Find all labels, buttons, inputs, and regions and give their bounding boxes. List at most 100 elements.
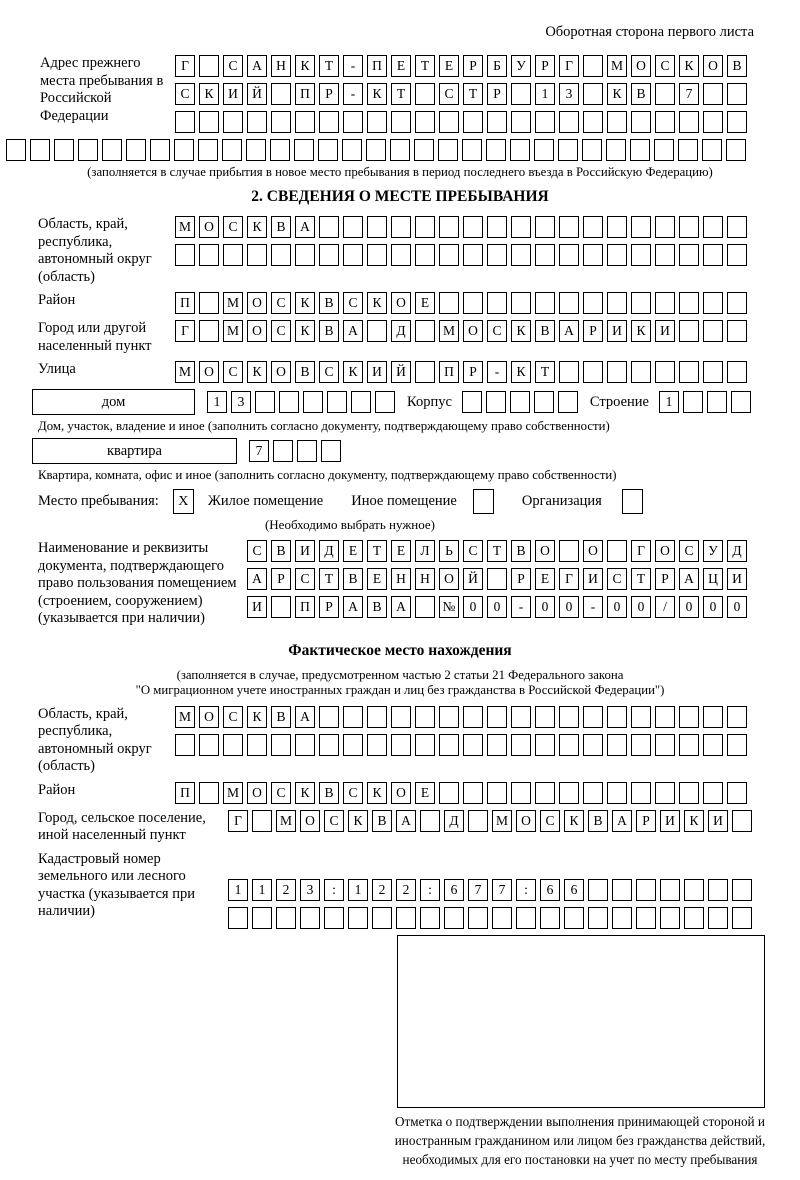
char-cell[interactable]: В [271,540,291,562]
char-cell[interactable]: - [511,596,531,618]
char-cell[interactable] [415,83,435,105]
org-checkbox[interactable] [621,489,643,514]
char-cell[interactable]: И [367,361,387,383]
char-cell[interactable] [583,361,603,383]
char-cell[interactable] [558,139,578,161]
char-cell[interactable]: О [703,55,723,77]
char-cell[interactable]: М [492,809,512,832]
char-cell[interactable]: Т [415,55,435,77]
char-cell[interactable]: К [199,83,219,105]
char-cell[interactable]: М [175,705,195,728]
char-cell[interactable] [444,906,464,929]
char-cell[interactable]: : [324,878,344,901]
char-cell[interactable] [342,139,362,161]
char-cell[interactable] [487,733,507,756]
char-cell[interactable]: С [487,320,507,342]
char-cell[interactable] [660,878,680,901]
char-cell[interactable]: А [396,809,416,832]
char-cell[interactable] [199,244,219,266]
char-cell[interactable]: Т [463,83,483,105]
char-cell[interactable]: О [463,320,483,342]
char-cell[interactable] [324,906,344,929]
char-cell[interactable]: С [223,216,243,238]
char-cell[interactable]: 1 [252,878,272,901]
char-cell[interactable]: 1 [535,83,555,105]
char-cell[interactable]: 1 [658,391,679,413]
char-cell[interactable] [150,139,170,161]
char-cell[interactable]: Р [655,568,675,590]
char-cell[interactable] [727,781,747,804]
char-cell[interactable] [468,809,488,832]
char-cell[interactable]: Й [463,568,483,590]
char-cell[interactable] [509,391,530,413]
char-cell[interactable] [511,705,531,728]
char-cell[interactable]: К [564,809,584,832]
char-cell[interactable] [487,705,507,728]
char-cell[interactable] [559,540,579,562]
char-cell[interactable]: С [175,83,195,105]
char-cell[interactable]: К [348,809,368,832]
char-cell[interactable] [684,906,704,929]
char-cell[interactable] [559,111,579,133]
char-cell[interactable] [655,781,675,804]
char-cell[interactable] [727,733,747,756]
char-cell[interactable] [415,244,435,266]
char-cell[interactable]: И [247,596,267,618]
char-cell[interactable]: 0 [679,596,699,618]
char-cell[interactable]: М [223,781,243,804]
char-cell[interactable]: Е [343,540,363,562]
char-cell[interactable]: П [439,361,459,383]
char-cell[interactable]: № [439,596,459,618]
char-cell[interactable] [607,292,627,314]
char-cell[interactable]: К [247,705,267,728]
char-cell[interactable] [372,906,392,929]
char-cell[interactable] [463,292,483,314]
char-cell[interactable]: А [343,320,363,342]
char-cell[interactable] [415,733,435,756]
char-cell[interactable]: Т [535,361,555,383]
char-cell[interactable] [487,568,507,590]
char-cell[interactable] [703,111,723,133]
char-cell[interactable]: Ь [439,540,459,562]
char-cell[interactable] [540,906,560,929]
char-cell[interactable] [420,809,440,832]
char-cell[interactable]: 7 [468,878,488,901]
char-cell[interactable]: М [276,809,296,832]
char-cell[interactable] [588,878,608,901]
char-cell[interactable] [557,391,578,413]
char-cell[interactable]: Ц [703,568,723,590]
char-cell[interactable] [271,83,291,105]
char-cell[interactable]: И [607,320,627,342]
char-cell[interactable]: 0 [727,596,747,618]
char-cell[interactable]: Б [487,55,507,77]
char-cell[interactable]: Е [415,292,435,314]
char-cell[interactable]: О [271,361,291,383]
char-cell[interactable]: Е [391,540,411,562]
char-cell[interactable]: В [372,809,392,832]
char-cell[interactable] [319,244,339,266]
char-cell[interactable] [270,139,290,161]
char-cell[interactable] [414,139,434,161]
char-cell[interactable] [631,244,651,266]
char-cell[interactable] [126,139,146,161]
char-cell[interactable]: Е [391,55,411,77]
char-cell[interactable] [319,216,339,238]
char-cell[interactable]: Р [636,809,656,832]
char-cell[interactable] [343,705,363,728]
char-cell[interactable]: 7 [249,440,269,462]
char-cell[interactable] [559,216,579,238]
char-cell[interactable] [343,111,363,133]
char-cell[interactable] [463,705,483,728]
char-cell[interactable]: Р [535,55,555,77]
char-cell[interactable]: Р [319,596,339,618]
char-cell[interactable] [319,111,339,133]
char-cell[interactable]: 7 [679,83,699,105]
char-cell[interactable]: Г [559,55,579,77]
char-cell[interactable]: С [223,361,243,383]
char-cell[interactable]: : [516,878,536,901]
char-cell[interactable]: 3 [300,878,320,901]
char-cell[interactable] [102,139,122,161]
char-cell[interactable] [726,139,746,161]
char-cell[interactable] [655,705,675,728]
char-cell[interactable] [487,216,507,238]
